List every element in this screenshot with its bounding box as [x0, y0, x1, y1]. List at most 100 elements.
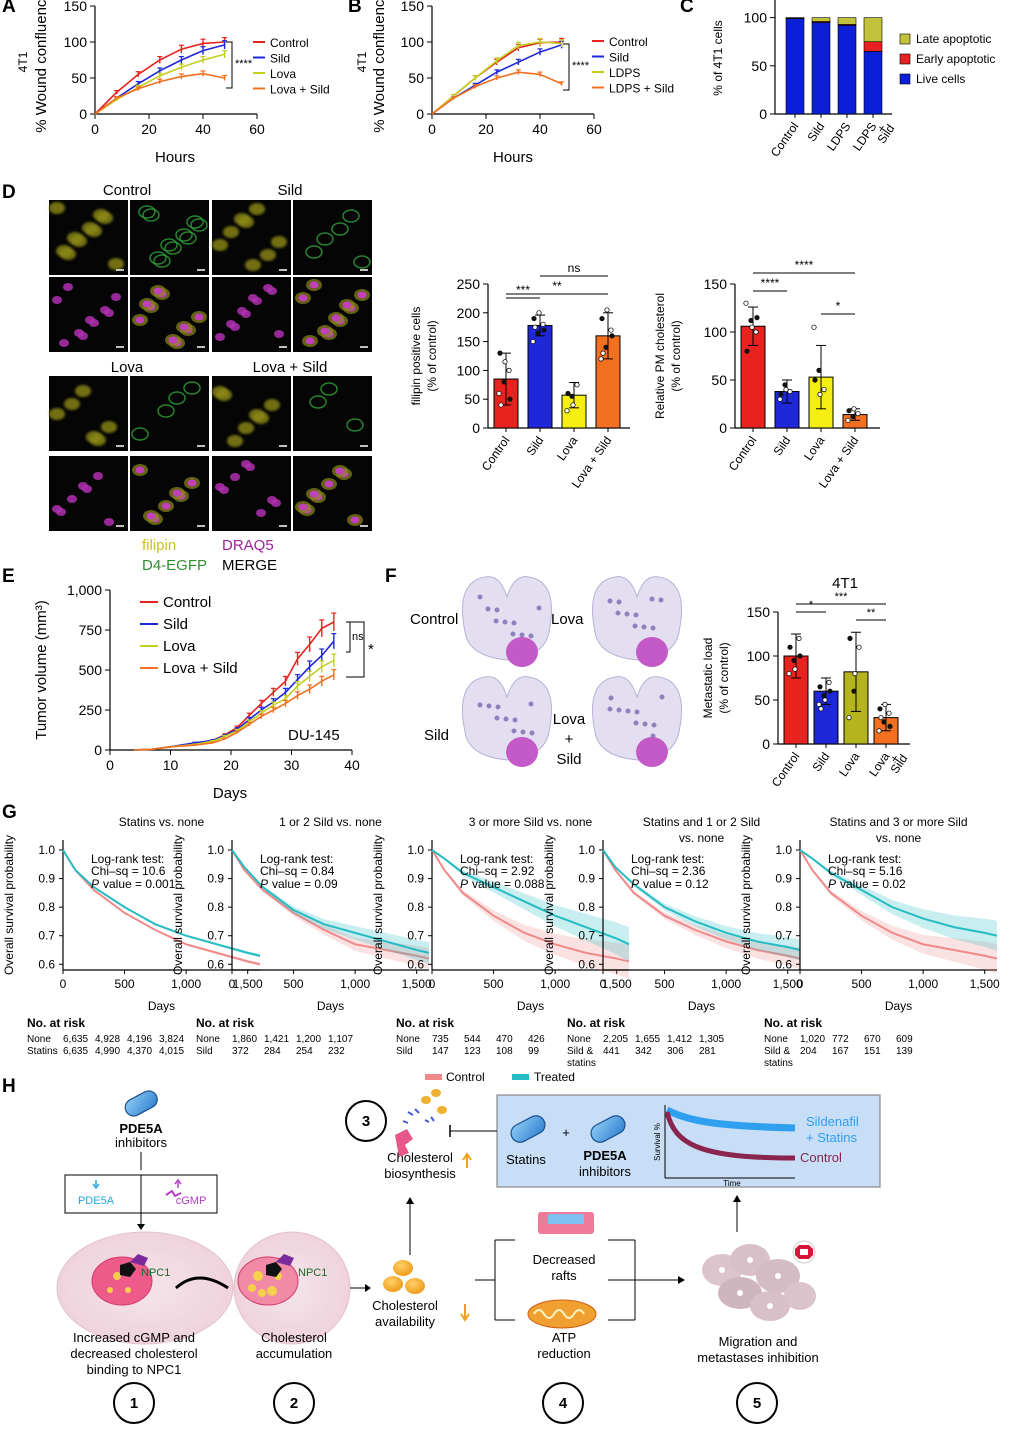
data-point	[749, 324, 755, 330]
metastasis-nodule	[633, 612, 639, 618]
data-point	[850, 413, 856, 420]
x-tick-label: 0	[428, 121, 436, 137]
legend-label: Sild	[270, 52, 290, 66]
metastasis-nodule	[528, 701, 534, 707]
data-point	[847, 635, 853, 642]
panel-h-schematic: PDE5A inhibitors PDE5A cGMP NPC1 Increas…	[56, 1089, 881, 1424]
category-label: LDPS	[824, 120, 853, 154]
cell-stain	[160, 238, 178, 252]
km-band-control	[432, 850, 629, 979]
cell-stain	[256, 509, 266, 517]
category-label: Control	[479, 434, 513, 474]
data-point	[604, 307, 610, 313]
data-point	[530, 338, 536, 345]
km-band-treated	[603, 850, 800, 961]
metastasis-nodule	[608, 695, 614, 701]
stacked-bar-2	[811, 17, 831, 22]
risk-label: Sild	[196, 1046, 213, 1057]
risk-value: 441	[603, 1046, 620, 1057]
stacked-bar-2	[837, 17, 857, 25]
risk-value: 1,421	[264, 1034, 289, 1045]
metastasis-nodule	[495, 704, 501, 710]
panel-c-ylabel: % of 4T1 cells	[711, 20, 725, 95]
y-tick-label: 0.9	[578, 872, 595, 886]
km-stat-p: P	[260, 877, 268, 891]
x-tick-label: 30	[284, 757, 300, 773]
panel-d-filipin-chart: filipin positive cells (% of control) 0 5…	[409, 261, 630, 491]
metastasis-nodule	[519, 632, 525, 638]
y-tick-label: 0.6	[38, 957, 55, 971]
panel-d1-ylabel2: (% of control)	[425, 320, 439, 391]
km-curve-treated	[62, 849, 261, 957]
stop-sign-icon	[792, 1240, 816, 1264]
step-5-circle	[736, 1382, 778, 1424]
km-title: Statins vs. none	[119, 815, 205, 829]
km-curve-treated	[799, 849, 998, 937]
heart-tissue	[506, 637, 538, 667]
cell-stain	[59, 339, 69, 347]
risk-value: 167	[832, 1046, 849, 1057]
km-stat: value = 0.12	[643, 877, 709, 891]
risk-header: No. at risk	[27, 1016, 85, 1030]
cell-stain	[245, 259, 261, 271]
km-curve-control	[799, 849, 998, 960]
cell-stain	[316, 232, 334, 246]
data-point	[598, 356, 604, 362]
cell-stain	[248, 294, 258, 302]
panel-e-signif-star: *	[368, 641, 374, 658]
y-tick-label: 0.8	[407, 900, 424, 914]
cell-stain	[298, 503, 308, 511]
x-tick-label: 1,500	[970, 977, 1000, 991]
data-point	[570, 402, 576, 408]
risk-value: 254	[296, 1046, 313, 1057]
data-point	[564, 408, 570, 414]
cell-stain	[93, 472, 103, 480]
stacked-bar-2	[863, 17, 883, 43]
metastasis-nodule	[632, 623, 638, 629]
category-label: Lova	[836, 749, 863, 779]
panel-d2-ylabel2: (% of control)	[669, 320, 683, 391]
data-point	[887, 723, 893, 730]
micrograph-tile	[212, 277, 291, 352]
y-tick-label: 50	[751, 58, 767, 74]
x-tick-label: 60	[249, 121, 265, 137]
cell-stain	[241, 460, 251, 468]
panel-a-ylabel: % Wound confluence	[33, 0, 50, 133]
cell-stain	[138, 205, 156, 219]
panel-e-chart: Tumor volume (mm³) Days DU-145 0 10 20 30 40…	[33, 582, 374, 802]
risk-value: 1,412	[667, 1034, 692, 1045]
biosynthesis-line1: Cholesterol	[387, 1150, 453, 1165]
cell-stain	[331, 314, 341, 322]
km-stat: value = 0.001	[103, 877, 176, 891]
km-band-control	[800, 850, 997, 974]
y-tick-label: 0.9	[207, 872, 224, 886]
panel-d-title-lova: Lova	[111, 359, 144, 376]
y-tick-label: 0.9	[407, 872, 424, 886]
cell-stain	[230, 473, 240, 481]
legend-label: Lova	[163, 638, 196, 655]
legend-label: Lova + Sild	[163, 660, 238, 677]
data-point	[754, 314, 760, 321]
metastasis-nodule	[502, 619, 508, 625]
panel-c-chart: % of 4T1 cells 0 50 100 Late apoptotic Early…	[711, 0, 995, 159]
cell-stain	[212, 386, 228, 398]
data-point	[501, 379, 507, 385]
panel-label-d: D	[2, 182, 16, 203]
cell-stain	[153, 287, 163, 295]
x-tick-label: 1,000	[908, 977, 938, 991]
x-tick-label: 1,500	[402, 977, 432, 991]
km-curve-treated	[431, 849, 630, 946]
km-ylabel: Overall survival probability	[542, 835, 556, 975]
category-label: Control	[726, 434, 760, 474]
data-point	[852, 670, 858, 677]
legend-label: LDPS	[609, 66, 640, 80]
sig-label: ns	[568, 261, 581, 275]
cell-stain	[146, 512, 156, 520]
cell-stain	[274, 330, 284, 338]
y-tick-label: 0	[759, 106, 767, 122]
stacked-bar-0	[837, 25, 857, 115]
cell-stain	[149, 251, 167, 265]
data-point	[574, 382, 580, 388]
panel-label-e: E	[2, 566, 15, 587]
y-tick-label: 1.0	[775, 843, 792, 857]
